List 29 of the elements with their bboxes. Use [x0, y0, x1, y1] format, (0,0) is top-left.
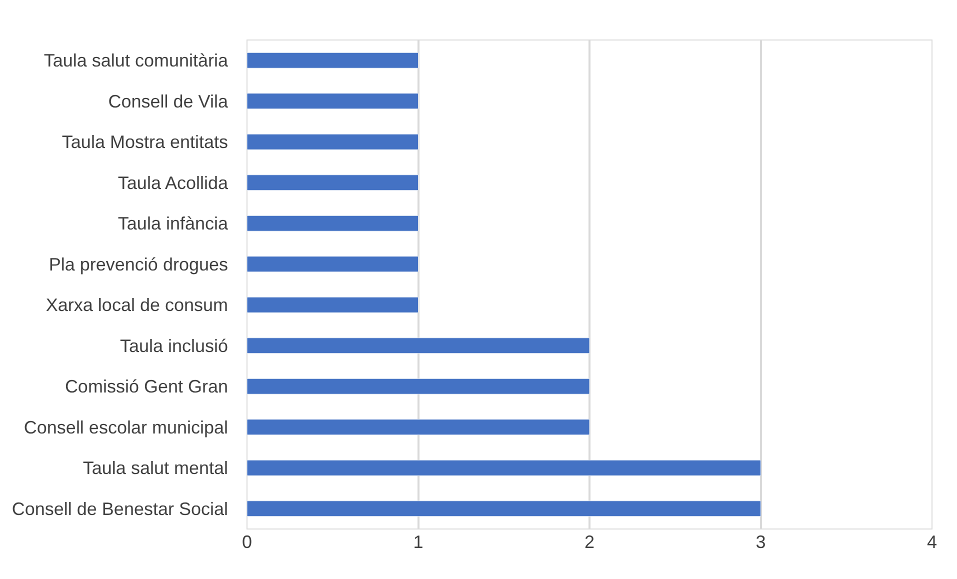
x-tick-label: 3 — [756, 532, 766, 552]
y-tick-label: Taula Acollida — [118, 172, 229, 193]
bar — [247, 419, 590, 436]
bar — [247, 460, 761, 476]
y-tick-label: Consell de Benestar Social — [12, 498, 228, 519]
y-tick-label: Taula salut comunitària — [44, 50, 229, 71]
bar — [247, 296, 418, 313]
bar — [247, 52, 418, 68]
y-tick-label: Taula infància — [118, 214, 229, 234]
y-tick-label: Pla prevenció drogues — [48, 254, 228, 274]
x-tick-label: 0 — [242, 532, 252, 552]
x-tick-label: 1 — [413, 532, 424, 552]
y-tick-label: Consell de Vila — [108, 91, 229, 112]
y-tick-label: Taula salut mental — [82, 458, 228, 478]
bar — [247, 256, 418, 272]
bar — [247, 134, 418, 150]
bar — [247, 93, 418, 110]
x-tick-label: 4 — [926, 532, 938, 552]
y-tick-label: Comissió Gent Gran — [64, 376, 228, 397]
y-tick-label: Consell escolar municipal — [24, 417, 228, 438]
y-tick-label: Taula inclusió — [120, 336, 228, 356]
x-tick-label: 2 — [584, 532, 595, 552]
bar — [247, 174, 418, 191]
bar — [247, 500, 761, 517]
y-tick-label: Xarxa local de consum — [46, 295, 228, 316]
bar — [247, 215, 418, 232]
bar — [247, 378, 590, 394]
y-tick-label: Taula Mostra entitats — [62, 132, 228, 152]
bar — [247, 338, 590, 354]
